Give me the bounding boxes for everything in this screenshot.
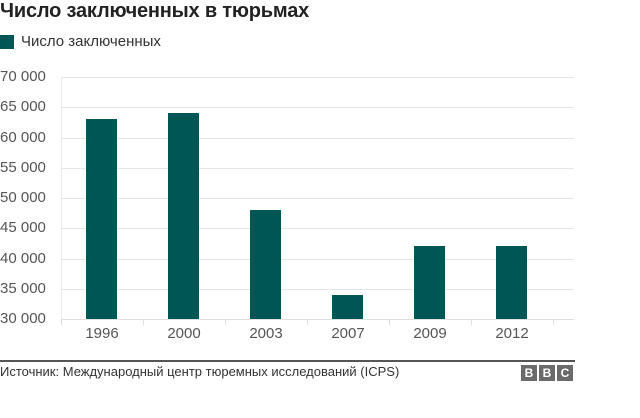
bar-2000: [168, 113, 199, 319]
bar-2009: [414, 246, 445, 319]
x-tick: [553, 319, 554, 325]
bbc-logo: B B C: [521, 365, 573, 381]
bbc-logo-c: C: [557, 365, 573, 381]
gridline: [61, 77, 574, 78]
y-tick-label: 45 000: [0, 219, 46, 237]
x-tick: [143, 319, 144, 325]
gridline: [61, 288, 574, 290]
y-tick-label: 50 000: [0, 189, 46, 206]
x-tick-label: 2012: [495, 325, 529, 342]
chart-title: Число заключенных в тюрьмах: [0, 0, 310, 22]
gridline: [61, 198, 574, 199]
x-tick-label: 2007: [331, 325, 365, 342]
x-tick-label: 1996: [85, 325, 119, 342]
x-axis-line: [61, 319, 574, 320]
x-tick-label: 2009: [413, 325, 447, 342]
y-tick-label: 65 000: [0, 98, 46, 116]
gridline: [61, 107, 574, 109]
legend-label: Число заключенных: [21, 33, 161, 50]
bbc-logo-b2: B: [539, 365, 555, 381]
y-axis-line: [61, 77, 62, 325]
x-tick-label: 2000: [167, 325, 201, 342]
x-tick: [389, 319, 390, 325]
x-tick-label: 2003: [249, 325, 283, 342]
legend-swatch: [0, 34, 14, 49]
x-tick: [61, 319, 62, 325]
x-tick: [307, 319, 308, 325]
gridline: [61, 167, 574, 169]
y-tick-label: 35 000: [0, 279, 46, 297]
bar-2007: [332, 294, 363, 319]
legend: Число заключенных: [0, 33, 161, 50]
y-tick-label: 70 000: [0, 68, 46, 85]
x-tick: [471, 319, 472, 325]
y-tick-label: 40 000: [0, 249, 46, 267]
gridline: [61, 258, 574, 260]
gridline: [61, 137, 574, 139]
footer-divider: [0, 360, 575, 362]
source-note: Источник: Международный центр тюремных и…: [0, 364, 400, 379]
bar-2003: [250, 210, 281, 319]
bbc-logo-b1: B: [521, 365, 537, 381]
bar-2012: [496, 246, 527, 319]
y-tick-label: 60 000: [0, 128, 46, 146]
bar-1996: [86, 119, 117, 319]
y-tick-label: 30 000: [0, 310, 46, 327]
y-tick-label: 55 000: [0, 158, 46, 176]
gridline: [61, 228, 574, 230]
x-tick: [225, 319, 226, 325]
